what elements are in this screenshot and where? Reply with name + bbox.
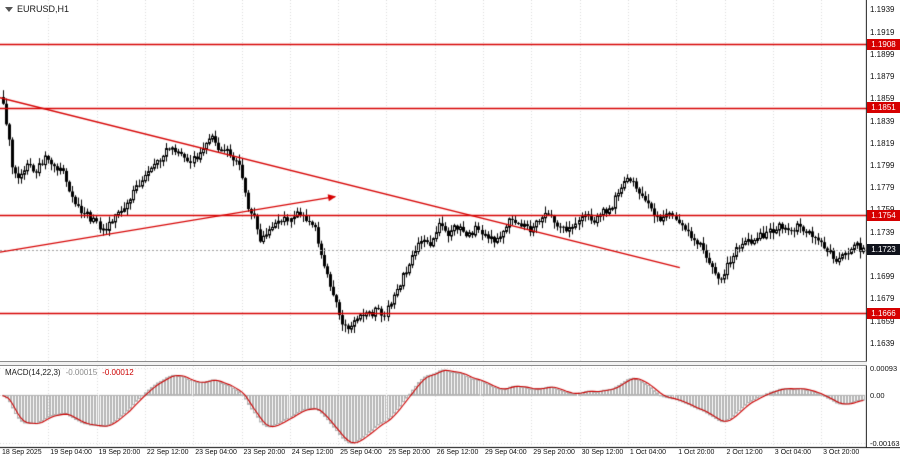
price-scale[interactable]: 1.1939 1.1919 1.1899 1.1879 1.1859 1.1839 1.18… <box>867 0 900 447</box>
price-tick: 1.1639 <box>870 338 895 348</box>
macd-scale[interactable]: 0.00093 0.00 -0.00163 <box>867 0 900 448</box>
price-tick: 1.1679 <box>870 294 895 304</box>
time-label: 24 Sep 12:00 <box>291 449 334 456</box>
price-tick: 1.1699 <box>870 272 895 282</box>
price-tick: 1.1759 <box>870 205 894 214</box>
time-label: 26 Sep 12:00 <box>436 449 479 456</box>
macd-scale-tick: 0.00 <box>870 390 885 400</box>
time-label: 25 Sep 20:00 <box>388 449 431 456</box>
time-label: 1 Oct 20:00 <box>678 449 715 456</box>
level-price-badge: 1.1908 <box>867 38 900 50</box>
level-price-badge: 1.1851 <box>867 102 900 114</box>
price-tick: 1.1919 <box>870 27 895 37</box>
time-label: 19 Sep 04:00 <box>50 449 92 456</box>
time-label: 19 Sep 20:00 <box>98 449 141 456</box>
price-tick: 1.1659 <box>870 316 895 326</box>
chart-symbol-icon <box>5 6 13 12</box>
price-tick: 1.1879 <box>870 72 895 82</box>
price-tick: 1.1799 <box>870 161 895 170</box>
current-price-badge: 1.1723 <box>867 244 900 256</box>
time-label: 22 Sep 12:00 <box>146 449 189 456</box>
level-price-badge: 1.1754 <box>867 209 900 221</box>
macd-scale-tick: -0.00163 <box>870 438 900 448</box>
price-tick: 1.1779 <box>870 183 895 193</box>
time-label: 29 Sep 04:00 <box>485 449 527 456</box>
time-label: 25 Sep 04:00 <box>340 449 382 456</box>
time-label: 3 Oct 20:00 <box>823 449 860 456</box>
time-label: 1 Oct 04:00 <box>629 449 667 456</box>
time-label: 18 Sep 2025 <box>2 449 42 456</box>
time-label: 23 Sep 04:00 <box>195 449 237 456</box>
macd-main-value: -0.00015 <box>65 368 98 377</box>
price-tick: 1.1819 <box>870 138 895 148</box>
time-label: 30 Sep 12:00 <box>581 449 624 456</box>
time-label: 29 Sep 20:00 <box>533 449 575 456</box>
symbol-text: EURUSD,H1 <box>17 4 70 14</box>
time-label: 2 Oct 12:00 <box>726 449 763 456</box>
price-tick: 1.1899 <box>870 49 895 59</box>
macd-name: MACD(14,22,3) <box>5 368 61 377</box>
time-label: 23 Sep 20:00 <box>243 449 286 456</box>
pane-separator[interactable] <box>0 361 900 366</box>
price-tick: 1.1739 <box>870 227 895 237</box>
symbol-label: EURUSD,H1 <box>5 4 69 14</box>
level-price-badge: 1.1666 <box>867 307 900 319</box>
price-tick: 1.1839 <box>870 116 895 126</box>
time-axis[interactable]: 18 Sep 2025 19 Sep 04:00 19 Sep 20:00 22 Se… <box>0 449 900 460</box>
macd-scale-tick: 0.00093 <box>870 363 898 373</box>
macd-indicator-label: MACD(14,22,3) -0.00015 -0.00012 <box>5 368 134 377</box>
price-tick: 1.1859 <box>870 94 895 104</box>
time-label: 3 Oct 04:00 <box>774 449 811 456</box>
price-tick: 1.1939 <box>870 5 895 15</box>
macd-signal-value: -0.00012 <box>102 368 134 377</box>
